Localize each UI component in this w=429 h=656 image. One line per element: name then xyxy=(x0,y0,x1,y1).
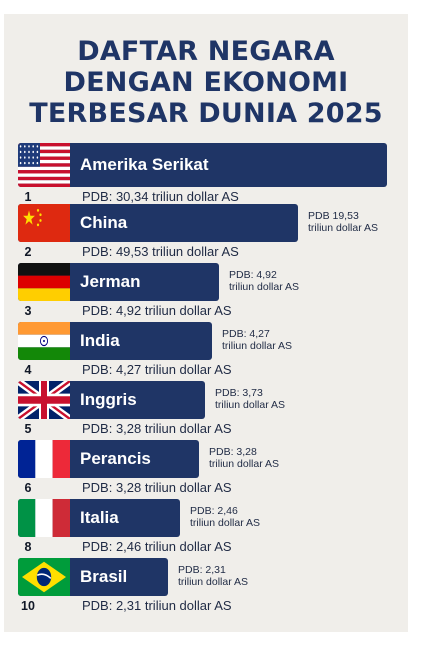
title-line-3: TERBESAR DUNIA 2025 xyxy=(29,98,383,129)
side-value-line-2: triliun dollar AS xyxy=(215,399,286,411)
side-value-line-2: triliun dollar AS xyxy=(178,576,249,588)
country-label: Amerika Serikat xyxy=(80,155,209,174)
side-value-label: PDB: 3,28 triliun dollar AS xyxy=(209,446,279,470)
italy-flag-icon xyxy=(18,499,70,537)
bar-inggris: Inggris xyxy=(18,381,205,419)
bar-china: China xyxy=(18,204,298,242)
country-label: India xyxy=(80,331,120,350)
side-value-line-2: triliun dollar AS xyxy=(209,458,280,470)
gdp-text: PDB: 49,53 triliun dollar AS xyxy=(82,244,239,259)
gdp-text: PDB: 4,27 triliun dollar AS xyxy=(82,362,232,377)
side-value-line-1: PDB: 4,27 xyxy=(222,328,270,340)
title-line-1: DAFTAR NEGARA xyxy=(77,36,335,67)
country-label: Italia xyxy=(80,508,119,527)
bar-brasil: Brasil xyxy=(18,558,168,596)
bar-india: India xyxy=(18,322,212,360)
side-value-line-1: PDB: 3,28 xyxy=(209,446,257,458)
gdp-text: PDB: 2,46 triliun dollar AS xyxy=(82,539,232,554)
rank-number: 2 xyxy=(24,245,32,259)
country-label: Brasil xyxy=(80,567,128,586)
bar-amerika-serikat: Amerika Serikat xyxy=(18,143,387,187)
rank-number: 4 xyxy=(24,363,32,377)
chart-title: DAFTAR NEGARA DENGAN EKONOMI TERBESAR DU… xyxy=(4,36,408,129)
rank-number: 10 xyxy=(21,599,35,613)
side-value-label: PDB 19,53 triliun dollar AS xyxy=(308,210,378,234)
france-flag-icon xyxy=(18,440,70,478)
side-value-label: PDB: 2,31 triliun dollar AS xyxy=(178,564,248,588)
side-value-line-1: PDB 19,53 xyxy=(308,210,359,222)
title-line-2: DENGAN EKONOMI xyxy=(63,67,349,98)
side-value-line-2: triliun dollar AS xyxy=(229,281,300,293)
bar-jerman: Jerman xyxy=(18,263,219,301)
side-value-line-1: PDB: 2,46 xyxy=(190,505,238,517)
country-label: China xyxy=(80,213,128,232)
side-value-line-2: triliun dollar AS xyxy=(222,340,293,352)
bar-italia: Italia xyxy=(18,499,180,537)
side-value-label: PDB: 4,27 triliun dollar AS xyxy=(222,328,292,352)
side-value-line-2: triliun dollar AS xyxy=(308,222,379,234)
brazil-flag-icon xyxy=(18,558,70,596)
rank-number: 6 xyxy=(24,481,32,495)
uk-flag-icon xyxy=(18,381,70,419)
side-value-label: PDB: 4,92 triliun dollar AS xyxy=(229,269,299,293)
gdp-text: PDB: 3,28 triliun dollar AS xyxy=(82,421,232,436)
side-value-line-1: PDB: 2,31 xyxy=(178,564,226,576)
country-label: Perancis xyxy=(80,449,151,468)
rank-number: 1 xyxy=(24,190,32,204)
china-flag-icon xyxy=(18,204,70,242)
gdp-text: PDB: 3,28 triliun dollar AS xyxy=(82,480,232,495)
side-value-line-1: PDB: 3,73 xyxy=(215,387,263,399)
side-value-label: PDB: 3,73 triliun dollar AS xyxy=(215,387,285,411)
rank-number: 5 xyxy=(24,422,32,436)
side-value-label: PDB: 2,46 triliun dollar AS xyxy=(190,505,260,529)
us-flag-icon xyxy=(18,143,70,187)
gdp-text: PDB: 4,92 triliun dollar AS xyxy=(82,303,232,318)
side-value-line-1: PDB: 4,92 xyxy=(229,269,277,281)
country-label: Inggris xyxy=(80,390,137,409)
gdp-text: PDB: 30,34 triliun dollar AS xyxy=(82,189,239,204)
rank-number: 8 xyxy=(24,540,32,554)
bar-perancis: Perancis xyxy=(18,440,199,478)
india-flag-icon xyxy=(18,322,70,360)
gdp-text: PDB: 2,31 triliun dollar AS xyxy=(82,598,232,613)
country-label: Jerman xyxy=(80,272,141,291)
germany-flag-icon xyxy=(18,263,70,301)
rank-number: 3 xyxy=(24,304,32,318)
side-value-line-2: triliun dollar AS xyxy=(190,517,261,529)
infographic-card: DAFTAR NEGARA DENGAN EKONOMI TERBESAR DU… xyxy=(4,14,408,632)
